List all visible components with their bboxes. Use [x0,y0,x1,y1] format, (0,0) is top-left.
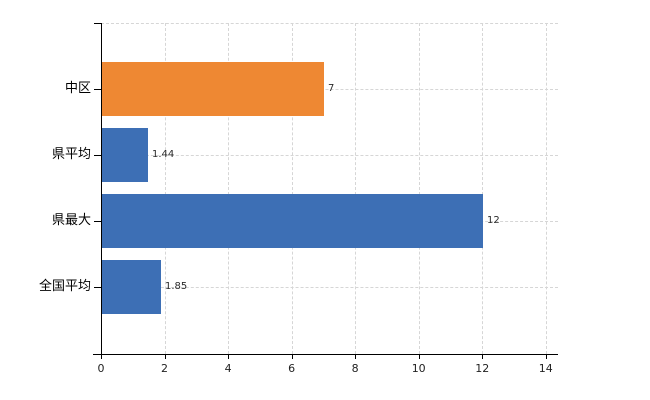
gridline-x-12 [482,23,484,354]
x-tick-label-0: 0 [97,362,105,375]
y-axis-line [101,23,102,355]
gridline-x-4 [228,23,230,354]
value-label-3: 1.85 [165,281,188,292]
gridline-top [101,23,558,24]
x-tick-label-10: 10 [411,362,426,375]
gridline-cat-1 [101,155,558,156]
bar-0 [102,62,324,116]
x-tick-label-4: 4 [224,362,232,375]
x-tick-label-14: 14 [538,362,553,375]
x-tick-label-8: 8 [351,362,359,375]
x-tick-label-2: 2 [161,362,169,375]
bar-1 [102,128,148,182]
category-label-2: 県最大 [51,213,91,228]
value-label-0: 7 [328,83,335,94]
x-tick-0 [101,354,102,359]
x-tick-4 [228,354,230,359]
y-tick-0 [94,89,101,90]
x-tick-10 [418,354,420,359]
gridline-x-6 [291,23,293,354]
value-label-2: 12 [487,215,500,226]
gridline-x-8 [355,23,357,354]
gridline-x-10 [418,23,420,354]
bar-3 [102,260,161,314]
category-label-1: 県平均 [51,147,91,162]
x-tick-12 [482,354,484,359]
category-label-3: 全国平均 [38,279,91,294]
x-tick-6 [291,354,293,359]
x-tick-2 [164,354,166,359]
x-tick-label-12: 12 [475,362,490,375]
gridline-x-14 [545,23,547,354]
y-tick-3 [94,287,101,288]
gridline-x-2 [164,23,166,354]
y-tick-1 [94,155,101,156]
x-axis-line [93,354,558,355]
x-tick-14 [545,354,547,359]
value-label-1: 1.44 [152,149,175,160]
y-tick-2 [94,221,101,222]
gridline-cat-3 [101,287,558,288]
category-label-0: 中区 [64,81,91,96]
gridline-cat-0 [101,89,558,90]
x-tick-label-6: 6 [288,362,296,375]
x-tick-8 [355,354,357,359]
y-axis-top-tick [94,23,101,24]
bar-2 [102,194,483,248]
